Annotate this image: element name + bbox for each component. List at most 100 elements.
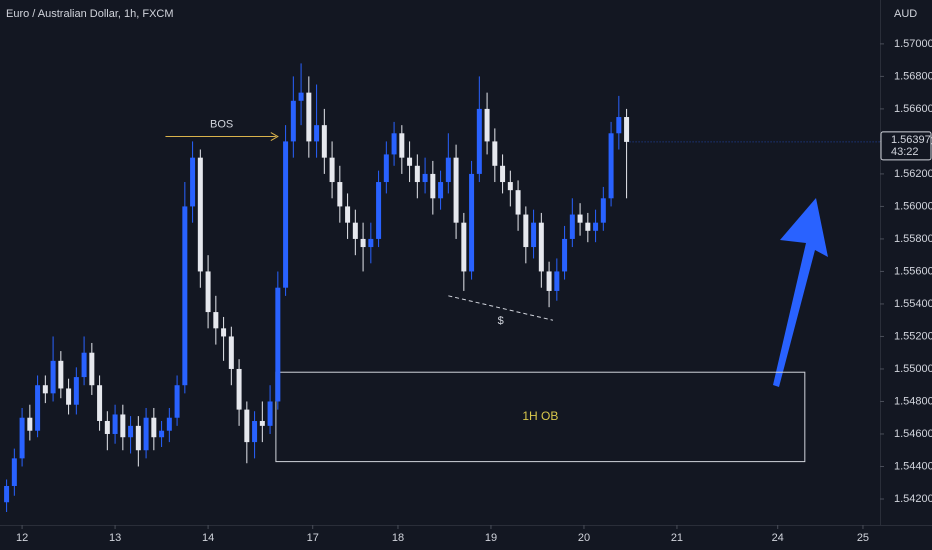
candle-body [27,417,33,431]
x-tick-label: 20 [578,532,590,544]
candle-body [414,165,420,183]
candle-body [593,222,599,231]
candle-body [376,182,382,239]
candle-body [236,368,242,410]
candle-body [562,238,568,272]
candle-body [283,141,289,288]
candle-body [4,485,10,503]
x-tick-label: 24 [772,532,784,544]
candle-body [221,328,227,337]
candle-body [81,352,87,378]
order-block-label: 1H OB [522,409,558,423]
y-tick-label: 1.55600 [894,265,932,277]
candle-body [469,173,475,272]
candle-body [97,385,103,421]
candle-body [337,182,343,207]
candle-body [182,206,188,386]
candle-body [228,336,234,369]
candle-body [112,414,118,434]
candle-body [252,420,258,443]
candle-body [244,409,250,443]
candle-body [438,182,444,199]
candle-body [484,108,490,142]
candle-body [128,425,134,438]
candle-body [58,360,64,389]
x-tick-label: 21 [671,532,683,544]
candle-body [492,141,498,166]
y-tick-label: 1.56600 [894,103,932,115]
candle-body [166,417,172,431]
candle-body [608,133,614,199]
candle-body [120,414,126,438]
candle-body [11,458,17,486]
candle-body [476,108,482,174]
candle-body [554,271,560,291]
candle-body [314,125,320,142]
x-tick-label: 12 [16,532,28,544]
candle-body [399,133,405,158]
candle-body [569,214,575,239]
candle-body [577,214,583,223]
liquidity-line [448,295,554,321]
candle-body [290,100,296,142]
candle-body [259,420,265,426]
candle-body [538,222,544,272]
candle-body [345,206,351,223]
y-tick-label: 1.56200 [894,168,932,180]
y-tick-label: 1.54200 [894,493,932,505]
candle-body [66,388,72,405]
y-axis-label: AUD [894,8,917,20]
candle-body [50,360,56,394]
last-price-tag [880,131,932,161]
candle-body [407,157,413,166]
y-tick-label: 1.55000 [894,363,932,375]
x-tick-label: 17 [307,532,319,544]
candle-body [531,222,537,248]
candle-body [391,133,397,155]
candle-body [321,125,327,158]
x-tick-label: 14 [202,532,214,544]
y-tick-label: 1.56800 [894,70,932,82]
liquidity-label: $ [498,315,504,327]
x-tick-label: 18 [392,532,404,544]
y-tick-label: 1.55800 [894,233,932,245]
candle-body [624,117,630,142]
candle-body [151,417,157,438]
candle-body [89,352,95,386]
candle-body [35,385,41,431]
chart-title: Euro / Australian Dollar, 1h, FXCM [6,8,174,20]
candle-body [352,222,358,239]
candle-body [42,385,48,394]
bos-arrowhead [270,132,279,141]
candle-body [515,190,521,215]
y-tick-label: 1.57000 [894,38,932,50]
y-tick-label: 1.54600 [894,428,932,440]
up-arrow [773,198,828,387]
candle-body [585,222,591,231]
candle-body [104,420,110,434]
last-price-label: 1.56397 [891,134,931,146]
candle-body [422,173,428,183]
candle-body [213,312,219,329]
order-block-zone [275,371,806,463]
candle-body [174,385,180,418]
countdown-label: 43:22 [891,146,919,158]
candle-body [360,238,366,248]
y-tick-label: 1.54800 [894,395,932,407]
candle-body [19,417,25,459]
x-tick-label: 19 [485,532,497,544]
candle-body [616,117,622,134]
candle-body [306,92,312,142]
candle-body [143,417,149,451]
candle-body [600,198,606,223]
candle-body [197,157,203,272]
candle-body [500,165,506,183]
candle-body [523,214,529,248]
bos-label: BOS [210,118,233,130]
candle-body [383,154,389,183]
candle-body [368,238,374,248]
y-tick-label: 1.55200 [894,330,932,342]
